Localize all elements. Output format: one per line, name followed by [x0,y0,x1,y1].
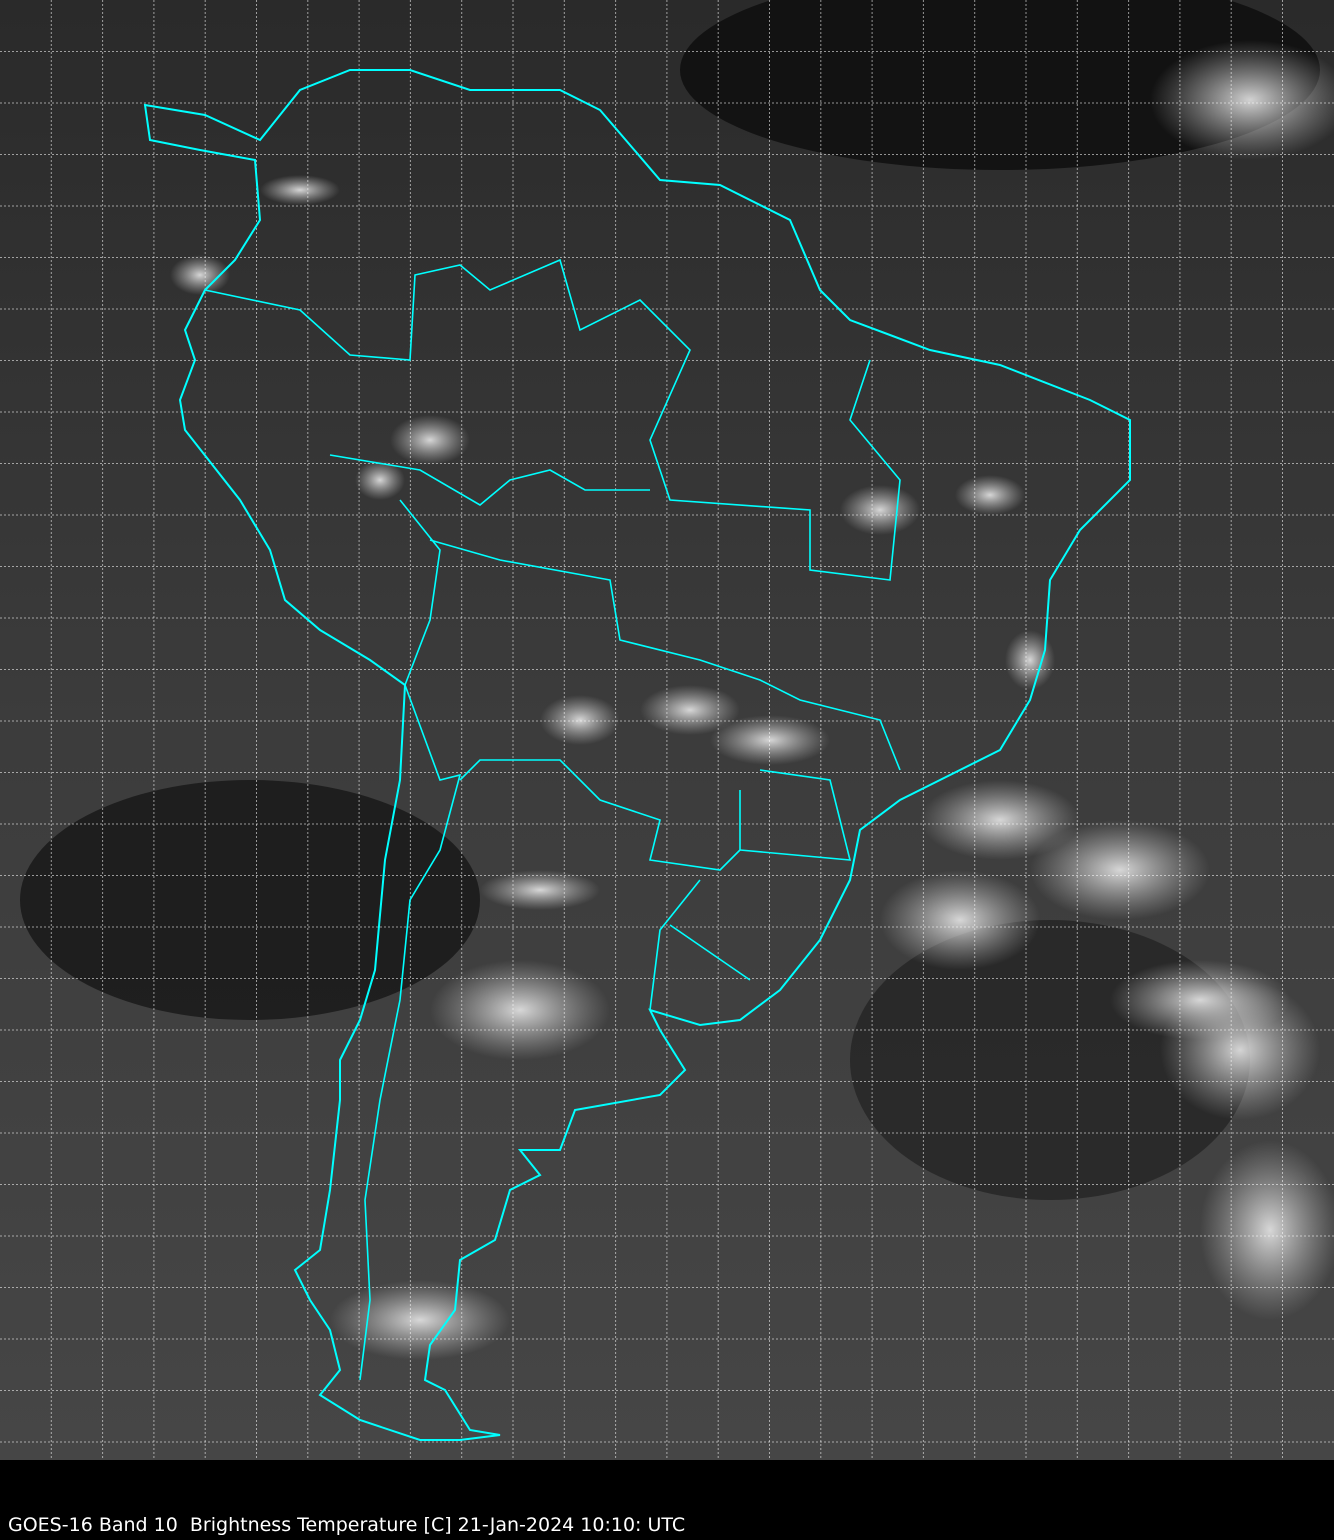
coastline [143,69,1131,1441]
cloud [920,780,1080,860]
image-caption: GOES-16 Band 10 Brightness Temperature [… [8,1514,686,1536]
cloud [170,255,230,295]
cloud [260,175,340,205]
country-border [359,684,462,1381]
country-borders [204,258,901,1381]
cloud [880,870,1040,970]
country-border [459,759,741,871]
cloud [1150,40,1334,160]
cloud [955,475,1025,515]
cloud [1030,820,1210,920]
cloud [390,415,470,465]
cloud [480,870,600,910]
cloud [430,960,610,1060]
lat-lon-grid [0,0,1334,1460]
cloud [355,460,405,500]
dry-air-region [680,0,1320,170]
satellite-map [0,0,1334,1460]
cloud [1005,630,1055,690]
dry-air-region [20,780,480,1020]
country-border [329,454,650,506]
country-border [429,539,901,771]
cloud [640,685,740,735]
cloud [840,485,920,535]
cloud [1110,960,1290,1040]
cloud [1200,1140,1334,1320]
country-border [204,258,901,581]
cloud [540,695,620,745]
cloud [330,1280,510,1360]
country-border [739,769,852,861]
country-border [399,499,441,686]
country-border [649,879,751,1011]
